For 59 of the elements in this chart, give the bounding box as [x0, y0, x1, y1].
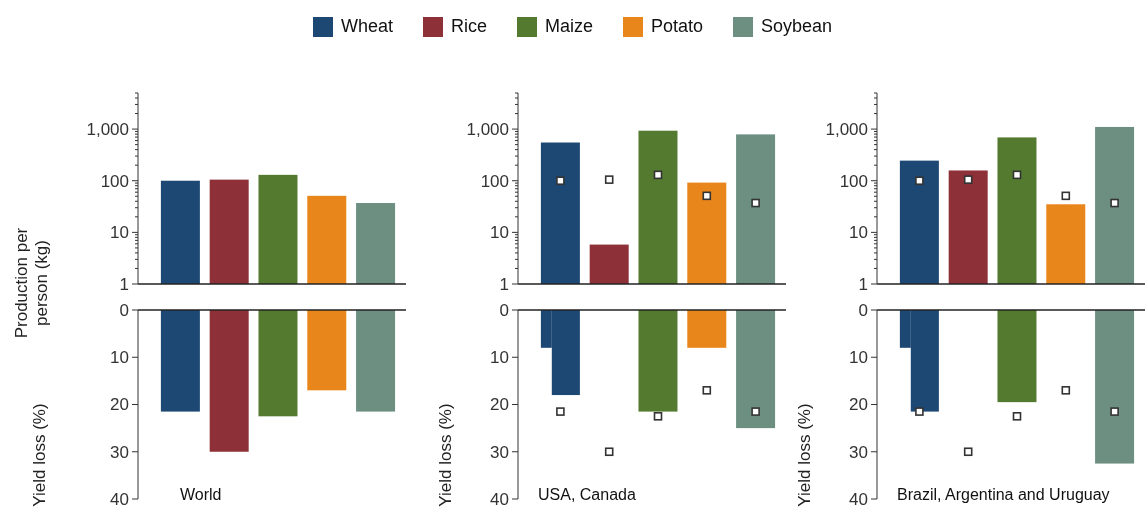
y-axis-title: Production per person (kg) [11, 226, 52, 341]
annotation: USA, Canada [538, 486, 636, 504]
point [963, 175, 973, 184]
y-axis-title: Yield loss (%) [29, 402, 50, 508]
y-tick-label: 1,000 [466, 120, 509, 140]
y-tick-label: 100 [100, 171, 129, 191]
point [556, 407, 565, 416]
y-tick-label: 1 [499, 274, 509, 294]
y-tick-label: 10 [490, 223, 509, 243]
y-tick-label: 10 [490, 348, 509, 368]
point [1061, 191, 1071, 201]
y-tick-label: 10 [849, 223, 868, 243]
y-tick-label: 0 [858, 300, 868, 320]
point [751, 198, 760, 208]
y-tick-label: 30 [490, 442, 509, 462]
annotation: World [180, 486, 222, 504]
y-tick-label: 1 [858, 274, 868, 294]
point [963, 447, 973, 457]
point [653, 412, 663, 421]
point [751, 407, 760, 416]
y-tick-label: 40 [490, 489, 509, 508]
point [604, 175, 614, 184]
legend-label: Potato [650, 16, 704, 37]
point [915, 407, 924, 416]
point [1110, 407, 1119, 416]
y-axis-title: Yield loss (%) [435, 402, 456, 508]
legend-label: Soybean [761, 16, 833, 37]
y-tick-label: 30 [849, 442, 868, 462]
point [1012, 412, 1022, 421]
y-tick-label: 100 [839, 171, 868, 191]
y-tick-label: 30 [110, 442, 129, 462]
point [1012, 170, 1022, 180]
legend-label: Rice [450, 16, 487, 37]
legend-label: Maize [544, 16, 593, 37]
point [604, 447, 614, 457]
y-tick-label: 0 [119, 300, 129, 320]
y-tick-label: 20 [110, 395, 129, 415]
point [1061, 386, 1071, 395]
point [915, 176, 924, 186]
y-tick-label: 1 [119, 274, 129, 294]
y-tick-label: 0 [499, 300, 509, 320]
point [653, 170, 663, 180]
point [702, 191, 712, 201]
legend-label: Wheat [340, 16, 393, 37]
y-tick-label: 1,000 [86, 120, 129, 140]
y-tick-label: 20 [490, 395, 509, 415]
y-tick-label: 40 [110, 489, 129, 508]
y-tick-label: 100 [480, 171, 509, 191]
point [702, 386, 712, 395]
point [1110, 198, 1119, 208]
y-tick-label: 10 [110, 223, 129, 243]
annotation: Brazil, Argentina and Uruguay [897, 486, 1110, 504]
y-axis-title: Yield loss (%) [794, 402, 815, 508]
y-tick-label: 40 [849, 489, 868, 508]
y-tick-label: 1,000 [825, 120, 868, 140]
point [556, 176, 565, 186]
y-tick-label: 10 [849, 348, 868, 368]
y-tick-label: 10 [110, 348, 129, 368]
y-tick-label: 20 [849, 395, 868, 415]
